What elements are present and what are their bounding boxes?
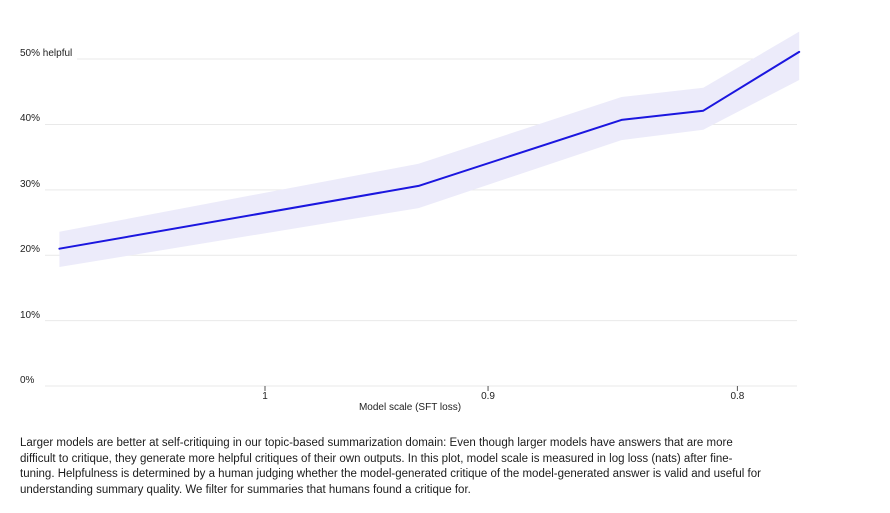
line-chart-canvas xyxy=(45,31,801,391)
y-axis-label: 50% helpful xyxy=(20,48,78,61)
y-axis-label: 30% xyxy=(20,178,46,191)
caption-line: tuning. Helpfulness is determined by a h… xyxy=(20,468,761,480)
caption-line: Larger models are better at self-critiqu… xyxy=(20,437,733,449)
x-axis-tick-label: 0.8 xyxy=(730,391,745,402)
x-axis-tick-label: 0.9 xyxy=(481,391,495,402)
caption-line: understanding summary quality. We filter… xyxy=(20,483,471,496)
y-axis-label: 0% xyxy=(20,375,40,387)
y-axis-label: 20% xyxy=(20,244,46,257)
caption-line: difficult to critique, they generate mor… xyxy=(20,452,733,465)
helpfulness-vs-scale-chart: 50% helpful 40% 30% 20% 10% 0% 1 0.9 0.8 Model … xyxy=(20,31,801,413)
x-axis-title: Model scale (SFT loss) xyxy=(358,402,462,413)
y-axis-label: 40% xyxy=(20,113,46,126)
trend-line xyxy=(58,50,801,250)
x-axis-tick-label: 1 xyxy=(262,391,268,402)
figure-caption: Larger models are better at self-critiqu… xyxy=(20,436,880,498)
y-axis-label: 10% xyxy=(20,309,46,322)
confidence-band xyxy=(59,31,800,267)
